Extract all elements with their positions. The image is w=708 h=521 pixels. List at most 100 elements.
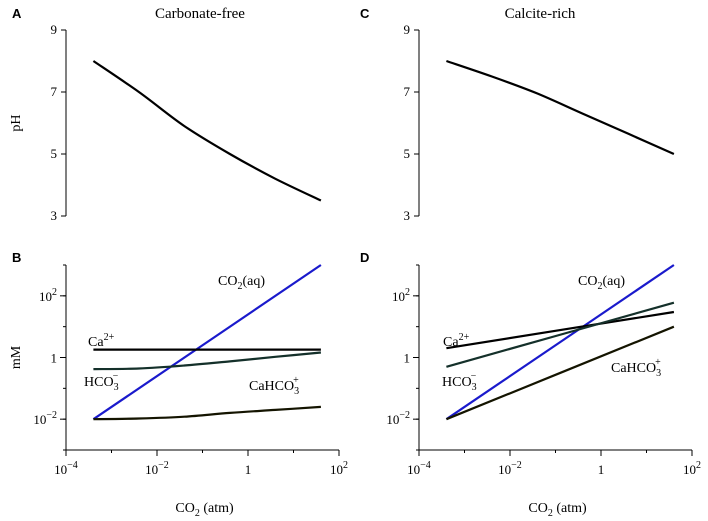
panel-c: C Calcite-rich 3 5 7 9	[360, 6, 675, 223]
label-part: HCO	[84, 375, 114, 390]
series-line-cahco3-	[93, 405, 321, 421]
label-ca2plus: Ca2+	[443, 332, 470, 350]
x-axis-label: CO2 (atm)	[175, 501, 234, 519]
label-subscript: 2	[237, 281, 242, 292]
label-subscript: 3	[472, 382, 477, 393]
y-tick-label: 7	[51, 84, 58, 99]
label-subscript: 2	[548, 508, 553, 519]
label-subscript: 3	[656, 368, 661, 379]
label-part: (aq)	[602, 274, 625, 289]
y-tick-label: 5	[404, 146, 411, 161]
series-line-ph	[92, 60, 322, 202]
label-part: CO	[175, 501, 194, 516]
tick-base: 10	[39, 289, 52, 304]
x-tick-label: 10−2	[498, 460, 522, 477]
series-line-ph	[446, 59, 675, 156]
y-axis-label: pH	[9, 114, 24, 131]
label-cahco3plus: CaHCO3+	[611, 357, 661, 379]
tick-base: 10	[498, 462, 511, 477]
tick-base: 1	[245, 462, 252, 477]
y-tick-label: 1	[51, 351, 58, 366]
label-superscript: 2+	[104, 332, 115, 343]
y-tick-label: 3	[404, 208, 411, 223]
label-cahco3plus: CaHCO3+	[249, 375, 299, 397]
y-tick-label: 10−2	[33, 410, 57, 427]
panel-title: Carbonate-free	[155, 6, 245, 22]
y-tick-label: 102	[39, 287, 57, 304]
tick-exponent: −2	[399, 410, 410, 421]
label-superscript: −	[113, 371, 119, 382]
series-line-co2-aq-	[445, 264, 675, 421]
panel-a: A Carbonate-free 3 5 7 9 pH	[9, 6, 322, 223]
x-tick-label: 1	[245, 462, 252, 477]
label-co2aq: CO2(aq)	[578, 274, 625, 292]
label-part: CO	[578, 274, 597, 289]
x-tick-label: 102	[683, 460, 701, 477]
series-line-cahco3-	[445, 325, 675, 421]
label-part: Ca	[88, 335, 104, 350]
label-superscript: −	[471, 371, 477, 382]
x-tick-label: 102	[330, 460, 348, 477]
panel-letter: A	[12, 6, 22, 21]
panel-letter: C	[360, 6, 370, 21]
series-line-hco3-	[446, 301, 675, 368]
tick-exponent: 2	[696, 460, 701, 471]
y-tick-label: 9	[51, 22, 58, 37]
tick-exponent: 2	[405, 287, 410, 298]
label-part: CO	[218, 274, 237, 289]
series-line-hco3-	[93, 351, 322, 371]
tick-exponent: −4	[420, 460, 431, 471]
x-tick-label: 1	[598, 462, 605, 477]
label-part: Ca	[443, 335, 459, 350]
label-superscript: 2+	[459, 332, 470, 343]
series-line-co2-aq-	[92, 264, 322, 421]
tick-base: 10	[407, 462, 420, 477]
x-tick-label: 10−4	[407, 460, 431, 477]
label-part: (aq)	[242, 274, 265, 289]
y-tick-label: 1	[404, 351, 411, 366]
tick-exponent: −4	[67, 460, 78, 471]
tick-base: 10	[392, 289, 405, 304]
tick-exponent: 2	[52, 287, 57, 298]
label-hco3minus: HCO3−	[442, 371, 477, 393]
y-tick-label: 10−2	[386, 410, 410, 427]
label-subscript: 3	[294, 386, 299, 397]
label-part: CaHCO	[249, 379, 294, 394]
label-subscript: 2	[597, 281, 602, 292]
tick-exponent: −2	[158, 460, 169, 471]
y-tick-label: 9	[404, 22, 411, 37]
tick-exponent: −2	[511, 460, 522, 471]
tick-base: 10	[386, 412, 399, 427]
tick-base: 1	[598, 462, 605, 477]
label-part: CO	[528, 501, 547, 516]
label-part: (atm)	[553, 501, 587, 516]
panel-letter: D	[360, 250, 369, 265]
label-co2aq: CO2(aq)	[218, 274, 265, 292]
tick-exponent: 2	[343, 460, 348, 471]
tick-base: 1	[404, 351, 411, 366]
label-part: HCO	[442, 375, 472, 390]
label-part: CaHCO	[611, 361, 656, 376]
x-axis-label: CO2 (atm)	[528, 501, 587, 519]
x-tick-label: 10−4	[54, 460, 78, 477]
tick-exponent: −2	[46, 410, 57, 421]
tick-base: 10	[33, 412, 46, 427]
label-subscript: 3	[114, 382, 119, 393]
panel-letter: B	[12, 250, 21, 265]
y-axis-label: mM	[9, 345, 24, 369]
y-tick-label: 7	[404, 84, 411, 99]
x-tick-label: 10−2	[145, 460, 169, 477]
y-tick-label: 5	[51, 146, 58, 161]
y-tick-label: 3	[51, 208, 58, 223]
tick-base: 10	[145, 462, 158, 477]
series-line-ca2-	[446, 310, 675, 350]
label-superscript: +	[655, 357, 661, 368]
label-subscript: 2	[195, 508, 200, 519]
tick-base: 10	[330, 462, 343, 477]
label-superscript: +	[293, 375, 299, 386]
tick-base: 10	[683, 462, 696, 477]
label-hco3minus: HCO3−	[84, 371, 119, 393]
